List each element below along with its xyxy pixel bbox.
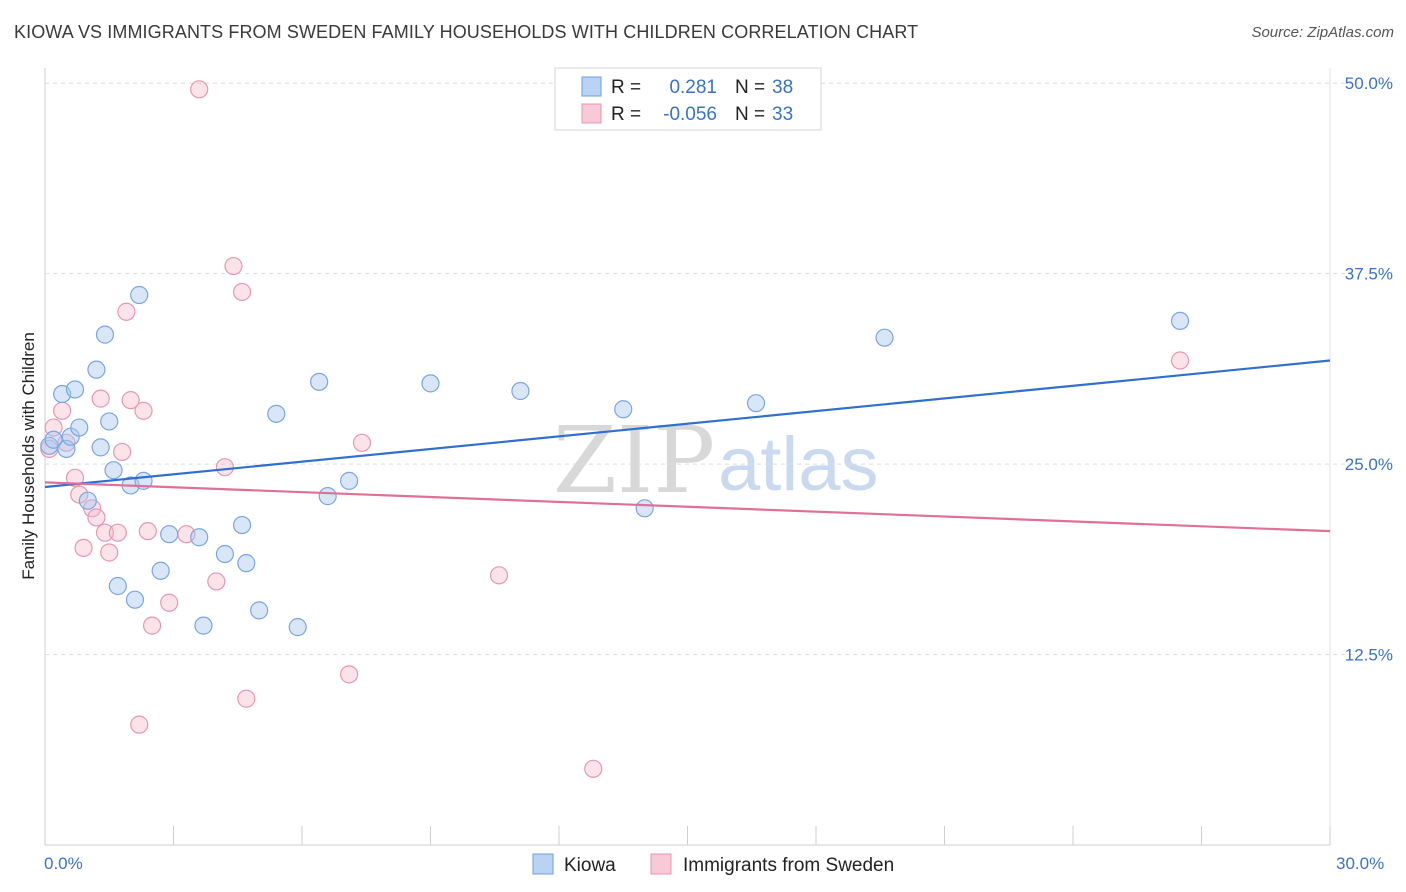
y-tick-label: 37.5% [1345, 265, 1393, 284]
kiowa-point [421, 374, 440, 393]
series-kiowa-points [40, 285, 1190, 637]
sweden-trend-line [44, 481, 1331, 533]
kiowa-point [95, 325, 115, 344]
legend-bottom-kiowa-label: Kiowa [564, 855, 616, 876]
kiowa-point [232, 515, 252, 535]
sweden-point [232, 282, 252, 302]
kiowa-point [151, 561, 170, 580]
sweden-point [1170, 351, 1190, 370]
watermark-zip: ZIP [553, 407, 715, 514]
kiowa-point [635, 499, 654, 518]
series-sweden-points [40, 80, 1190, 778]
legend-sweden-n-value: 33 [772, 104, 793, 125]
kiowa-point [87, 360, 106, 379]
sweden-point [134, 401, 153, 420]
kiowa-point [130, 285, 149, 305]
legend-kiowa-n-value: 38 [772, 77, 793, 98]
sweden-point [65, 468, 85, 487]
y-tick-label: 25.0% [1345, 455, 1393, 474]
legend-kiowa-n-label: N = [735, 77, 765, 98]
legend-bottom-sweden-label: Immigrants from Sweden [683, 855, 894, 876]
kiowa-point [215, 544, 234, 564]
kiowa-point [91, 438, 110, 457]
legend-bottom-kiowa-swatch [532, 853, 554, 875]
sweden-point [91, 389, 110, 408]
sweden-point [352, 433, 372, 452]
sweden-point [190, 80, 209, 99]
kiowa-point [104, 461, 123, 480]
kiowa-point [340, 471, 359, 490]
sweden-point [108, 523, 127, 542]
sweden-point [53, 401, 72, 420]
kiowa-point [237, 554, 256, 573]
sweden-point [489, 566, 509, 585]
sweden-point [142, 616, 162, 635]
kiowa-point [194, 616, 213, 635]
legend-sweden-swatch [581, 103, 602, 124]
y-axis-title: Family Households with Children [19, 332, 38, 580]
sweden-point [138, 522, 157, 541]
kiowa-point [746, 394, 766, 413]
sweden-point [95, 523, 115, 542]
kiowa-point [875, 328, 894, 347]
kiowa-trend-line [44, 359, 1331, 489]
sweden-point [130, 715, 149, 734]
sweden-point [215, 458, 234, 477]
sweden-point [87, 508, 106, 527]
sweden-point [121, 391, 140, 410]
legend-bottom: Kiowa Immigrants from Sweden [532, 853, 894, 876]
kiowa-point [70, 418, 89, 437]
kiowa-point [310, 372, 329, 391]
sweden-point [160, 593, 179, 612]
kiowa-point [65, 380, 85, 399]
kiowa-point [78, 491, 97, 510]
legend-sweden-r-value: -0.056 [663, 104, 717, 125]
sweden-point [224, 256, 243, 276]
legend-kiowa-r-value: 0.281 [669, 77, 717, 98]
kiowa-point [511, 381, 530, 401]
kiowa-point [160, 525, 179, 544]
legend-sweden-r-label: R = [611, 104, 641, 125]
kiowa-point [190, 528, 209, 547]
kiowa-point [614, 400, 633, 419]
x-ticks [44, 826, 1331, 845]
kiowa-point [100, 412, 119, 431]
legend-kiowa-swatch [581, 76, 602, 97]
kiowa-point [318, 487, 337, 506]
kiowa-point [267, 404, 286, 423]
sweden-point [100, 543, 119, 562]
kiowa-point [125, 590, 145, 609]
y-tick-label: 12.5% [1345, 646, 1393, 665]
sweden-point [112, 442, 132, 462]
y-tick-label: 50.0% [1345, 74, 1393, 93]
legend-kiowa-r-label: R = [611, 77, 641, 98]
kiowa-point [1170, 311, 1190, 331]
legend-bottom-sweden-swatch [650, 853, 672, 875]
kiowa-point [250, 601, 269, 620]
sweden-point [340, 665, 359, 684]
sweden-point [584, 759, 603, 778]
kiowa-point [44, 430, 63, 449]
x-tick-label-min: 0.0% [44, 854, 83, 873]
sweden-point [207, 572, 226, 591]
chart-title: KIOWA VS IMMIGRANTS FROM SWEDEN FAMILY H… [14, 22, 919, 42]
legend-top: R = 0.281 N = 38 R = -0.056 N = 33 [554, 67, 822, 131]
sweden-point [74, 538, 93, 558]
trend-lines [44, 359, 1331, 533]
sweden-point [117, 302, 136, 321]
sweden-point [237, 689, 256, 708]
kiowa-point [288, 618, 307, 637]
y-tick-labels: 12.5% 25.0% 37.5% 50.0% [1345, 74, 1393, 664]
x-tick-label-max: 30.0% [1336, 854, 1384, 873]
source-label: Source: ZipAtlas.com [1251, 24, 1394, 41]
kiowa-point [108, 576, 127, 596]
legend-sweden-n-label: N = [735, 104, 765, 125]
